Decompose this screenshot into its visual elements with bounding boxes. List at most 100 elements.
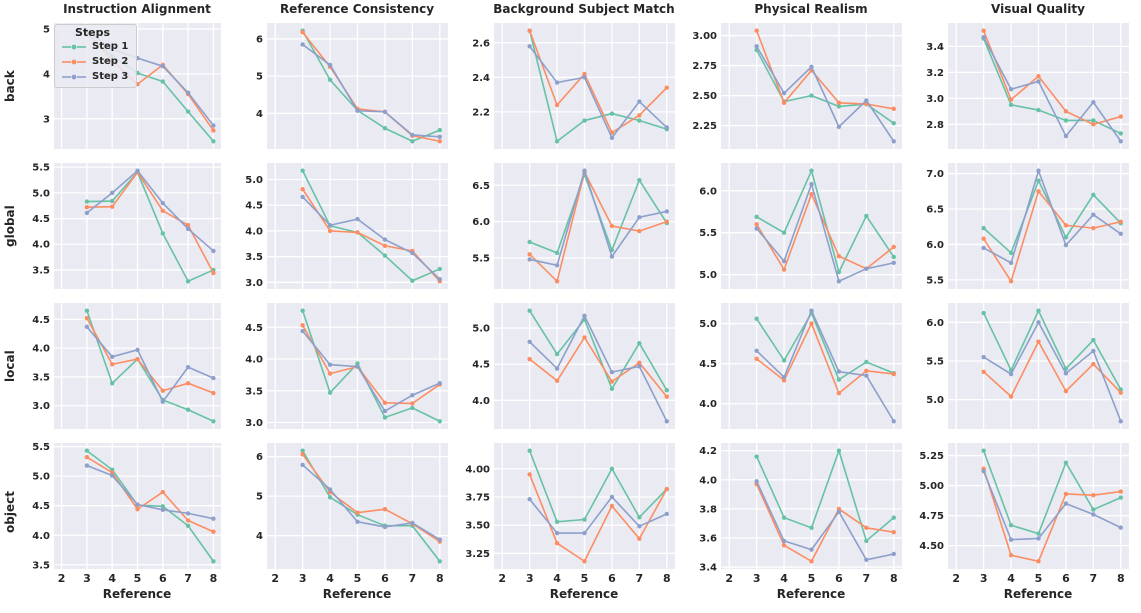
subplot-back-visual-quality: Visual Quality 2.8 3.0 3.2 3.4	[912, 2, 1138, 154]
y-tick-label: 5.5	[472, 253, 490, 264]
y-tick-label: 4.50	[919, 541, 944, 552]
x-tick-label: 8	[436, 572, 444, 585]
series-markers-step-3	[527, 494, 669, 536]
x-tick-label: 4	[553, 572, 561, 585]
y-tick-label: 3.5	[245, 386, 263, 397]
y-tick-label: 5.5	[926, 356, 944, 367]
plot-canvas: 2.25 2.50 2.75 3.00	[692, 23, 902, 149]
y-tick-label: 6.5	[926, 204, 944, 215]
y-tick-label: 3.50	[465, 521, 490, 532]
subplot-global-reference-consistency: 3.0 3.5 4.0 4.5 5.0	[231, 158, 457, 294]
subplot-object-physical-realism: 2 3 4 5 6 7 8 3.4 3.6 3.8 4.0 4.2 Reference	[685, 438, 911, 602]
series-markers-step-2	[527, 169, 669, 284]
legend: Steps Step 1 Step 2 Step 3	[54, 24, 138, 88]
plot-canvas: 5.0 5.5 6.0	[699, 163, 902, 289]
series-line-step-3	[86, 326, 214, 404]
series-markers-step-1	[300, 308, 442, 424]
series-line-step-2	[528, 30, 668, 134]
series-markers-step-3	[981, 168, 1123, 266]
series-line-step-1	[755, 448, 895, 543]
series-line-step-3	[756, 181, 894, 283]
y-tick-label: 4.0	[699, 399, 717, 410]
y-tick-label: 3.25	[465, 549, 490, 560]
y-tick-label: 4.0	[32, 344, 50, 355]
subplot-title: Physical Realism	[754, 2, 868, 16]
plot-canvas: 4 5 6	[256, 23, 448, 149]
y-tick-label: 6	[256, 452, 263, 463]
y-tick-label: 2.6	[472, 38, 490, 49]
series-line-step-1	[301, 310, 441, 422]
row-label: object	[3, 491, 17, 534]
series-line-step-3	[983, 168, 1122, 265]
y-tick-label: 4.75	[919, 511, 944, 522]
y-tick-label: 3.8	[699, 504, 717, 515]
x-tick-label: 8	[663, 572, 671, 585]
x-tick-label: 5	[808, 572, 816, 585]
series-markers-step-2	[527, 472, 669, 564]
subplot-local-instruction-alignment: local 3.0 3.5 4.0 4.5	[2, 298, 230, 434]
y-tick-label: 4.5	[699, 359, 717, 370]
series-markers-step-2	[527, 335, 669, 399]
x-tick-label: 7	[184, 572, 192, 585]
series-markers-step-1	[981, 448, 1123, 536]
plot-canvas: 5.5 6.0 6.5 7.0	[926, 163, 1129, 289]
series-markers-step-3	[754, 181, 896, 284]
legend-entry: Step 1	[61, 39, 128, 54]
series-markers-step-1	[981, 308, 1123, 392]
y-tick-label: 4.0	[245, 355, 263, 366]
plot-canvas: 3.0 3.5 4.0 4.5 5.0	[245, 163, 448, 289]
series-markers-step-3	[754, 308, 896, 424]
series-markers-step-3	[300, 42, 442, 139]
subplot-title: Instruction Alignment	[63, 2, 211, 16]
series-line-step-3	[302, 330, 441, 413]
x-tick-label: 6	[608, 572, 616, 585]
legend-marker-icon	[62, 44, 86, 49]
y-tick-label: 4.0	[699, 475, 717, 486]
y-tick-label: 5	[256, 492, 263, 503]
series-markers-step-3	[981, 320, 1123, 424]
series-line-step-3	[302, 43, 440, 138]
row-label: local	[3, 350, 17, 382]
y-tick-label: 4.0	[32, 240, 50, 251]
x-axis-label: Reference	[1003, 587, 1073, 601]
series-line-step-3	[755, 480, 894, 561]
series-line-step-2	[756, 321, 894, 395]
series-line-step-1	[528, 30, 668, 143]
y-tick-label: 4.0	[32, 531, 50, 542]
x-tick-label: 8	[1117, 572, 1125, 585]
y-tick-label: 3.0	[245, 278, 263, 289]
series-markers-step-3	[84, 463, 216, 521]
series-line-step-1	[301, 450, 441, 562]
subplot-global-background-subject-match: 5.5 6.0 6.5	[458, 158, 684, 294]
x-tick-label: 2	[58, 572, 66, 585]
y-tick-label: 3.75	[465, 492, 490, 503]
series-line-step-2	[528, 474, 668, 563]
y-tick-label: 5.0	[472, 324, 490, 335]
series-line-step-1	[982, 450, 1122, 535]
plot-canvas: 3.0 3.5 4.0 4.5	[245, 303, 448, 429]
y-tick-label: 3.4	[699, 563, 717, 574]
y-tick-label: 5.5	[32, 163, 50, 174]
legend-entry: Step 2	[61, 54, 128, 69]
series-markers-step-1	[527, 448, 669, 524]
series-line-step-1	[86, 450, 215, 562]
series-line-step-2	[529, 169, 668, 283]
subplot-global-instruction-alignment: global 3.5 4.0 4.5 5.0 5.5	[2, 158, 230, 294]
y-tick-label: 3.0	[32, 401, 50, 412]
y-tick-label: 6.5	[472, 181, 490, 192]
x-axis-label: Reference	[322, 587, 392, 601]
plot-canvas: 4.0 4.5 5.0	[472, 303, 675, 429]
x-axis-label: Reference	[776, 587, 846, 601]
y-tick-label: 2.50	[692, 91, 717, 102]
y-tick-label: 5.00	[919, 481, 944, 492]
subplot-object-visual-quality: 2 3 4 5 6 7 8 4.50 4.75 5.00 5.25 Reference	[912, 438, 1138, 602]
y-tick-label: 4	[43, 69, 50, 80]
subplot-back-background-subject-match: Background Subject Match 2.2 2.4 2.6	[458, 2, 684, 154]
x-tick-label: 3	[980, 572, 988, 585]
plot-canvas: 3.0 3.5 4.0 4.5	[32, 303, 221, 429]
subplot-object-reference-consistency: 2 3 4 5 6 7 8 4 5 6 Reference	[231, 438, 457, 602]
legend-entry: Step 3	[61, 69, 128, 84]
y-tick-label: 3.0	[926, 94, 944, 105]
y-tick-label: 5.5	[926, 275, 944, 286]
